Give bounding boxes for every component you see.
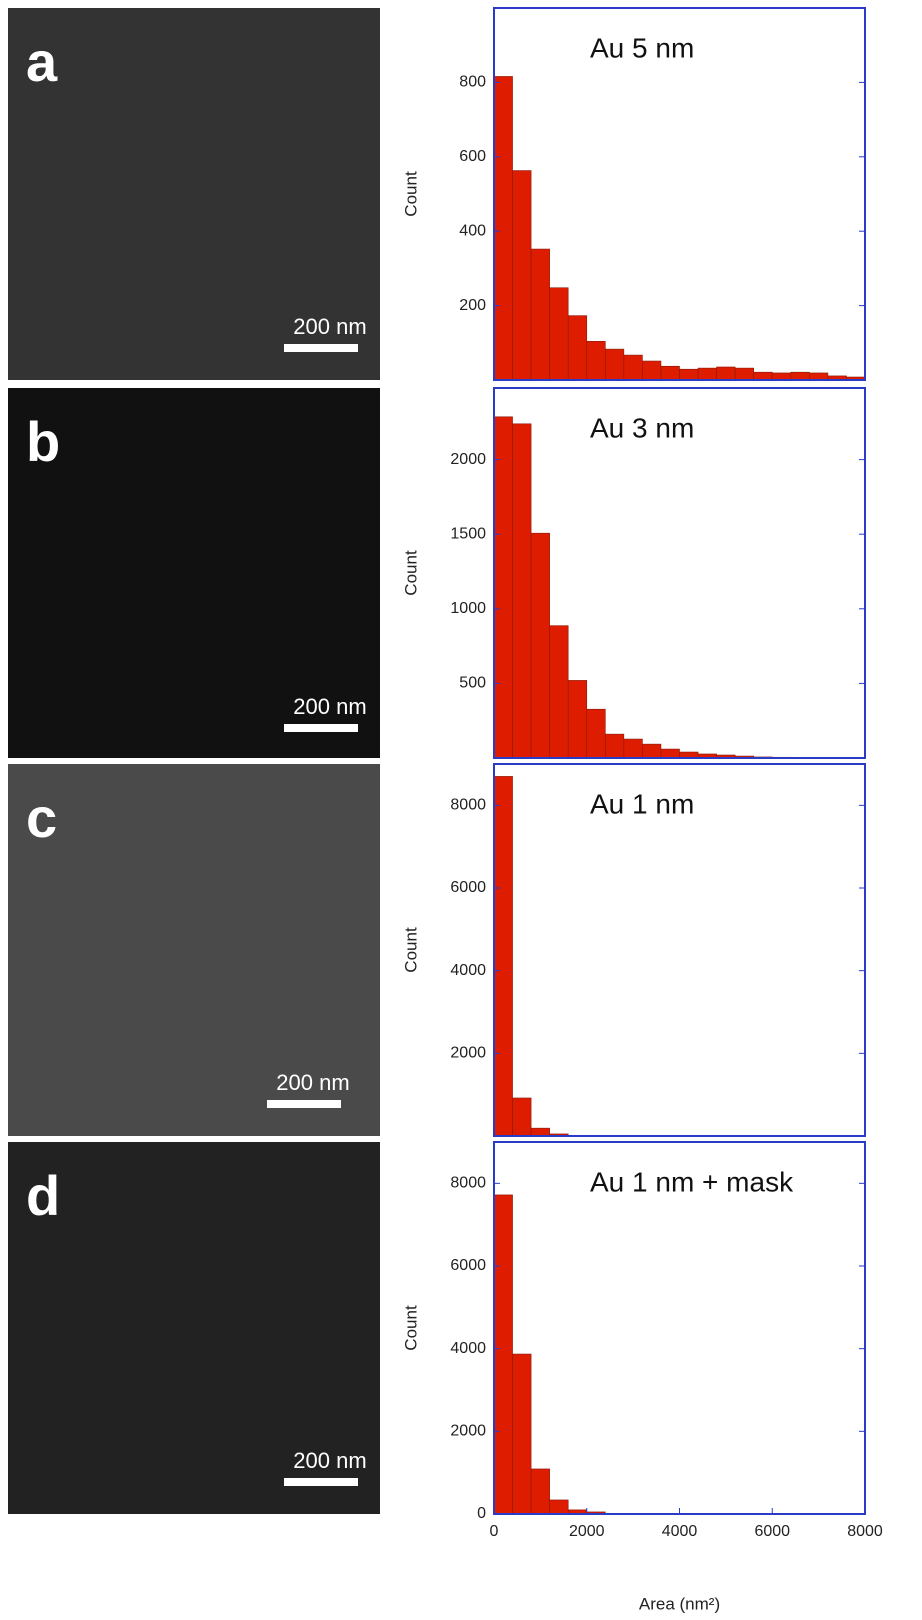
- bar: [549, 287, 569, 381]
- y-tick-label: 6000: [450, 879, 486, 896]
- bar: [549, 1499, 569, 1515]
- bar: [604, 348, 625, 381]
- scale-bar: [284, 724, 358, 732]
- bar: [567, 315, 588, 381]
- bar: [493, 1194, 513, 1515]
- scale-bar-label: 200 nm: [293, 1448, 366, 1473]
- chart-title: Au 3 nm: [590, 412, 694, 443]
- y-tick-label: 4000: [450, 1340, 486, 1357]
- bar: [512, 170, 532, 381]
- bar: [790, 371, 810, 381]
- bar: [530, 1468, 550, 1515]
- y-tick-label: 8000: [450, 1175, 486, 1192]
- y-tick-label: 500: [459, 675, 486, 692]
- bar: [771, 372, 792, 381]
- y-tick-label: 1500: [450, 525, 486, 542]
- y-tick-label: 0: [477, 1505, 486, 1522]
- bar: [642, 360, 662, 381]
- x-tick-label: 4000: [662, 1523, 698, 1540]
- scale-bar: [267, 1100, 341, 1108]
- chart-title: Au 1 nm: [590, 788, 694, 819]
- y-tick-label: 4000: [450, 962, 486, 979]
- y-axis-label: Count: [401, 550, 420, 596]
- y-tick-label: 2000: [450, 451, 486, 468]
- bar: [567, 680, 588, 759]
- bar: [623, 738, 643, 759]
- y-tick-label: 600: [459, 148, 486, 165]
- plot-frame: [493, 7, 866, 381]
- panel-label: a: [26, 30, 58, 93]
- bar: [734, 367, 755, 381]
- scale-bar: [284, 1478, 358, 1486]
- sem-texture: [8, 1142, 380, 1514]
- y-axis-label: Count: [401, 927, 420, 973]
- bar: [660, 365, 680, 381]
- bar: [753, 371, 773, 381]
- bar: [586, 341, 606, 381]
- bar: [512, 1353, 532, 1515]
- y-tick-label: 1000: [450, 600, 486, 617]
- bar: [809, 372, 829, 381]
- panel-label: d: [26, 1164, 60, 1227]
- bar: [512, 423, 532, 759]
- bar: [512, 1097, 532, 1137]
- y-tick-label: 2000: [450, 1045, 486, 1062]
- bar: [530, 248, 550, 381]
- bar: [493, 416, 513, 759]
- y-tick-label: 400: [459, 222, 486, 239]
- bar: [493, 776, 513, 1137]
- scale-bar: [284, 344, 358, 352]
- x-tick-label: 0: [490, 1523, 499, 1540]
- sem-texture: [8, 764, 380, 1136]
- panel-label: c: [26, 786, 57, 849]
- bar: [623, 354, 643, 381]
- y-tick-label: 6000: [450, 1257, 486, 1274]
- x-tick-label: 2000: [569, 1523, 605, 1540]
- sem-texture: [8, 8, 380, 380]
- bar: [642, 743, 662, 759]
- panel-label: b: [26, 410, 60, 473]
- x-tick-label: 8000: [847, 1523, 883, 1540]
- bar: [660, 748, 680, 759]
- bar: [530, 532, 550, 759]
- y-tick-label: 8000: [450, 797, 486, 814]
- bar: [549, 625, 569, 759]
- y-tick-label: 2000: [450, 1423, 486, 1440]
- x-axis-label: Area (nm²): [639, 1594, 720, 1613]
- x-tick-label: 6000: [754, 1523, 790, 1540]
- sem-texture: [8, 388, 380, 758]
- bar: [604, 733, 625, 759]
- bar: [679, 368, 699, 381]
- bar: [697, 367, 717, 381]
- plot-frame: [493, 387, 866, 759]
- y-tick-label: 200: [459, 297, 486, 314]
- y-axis-label: Count: [401, 171, 420, 217]
- plot-frame: [493, 763, 866, 1137]
- scale-bar-label: 200 nm: [276, 1070, 349, 1095]
- plot-frame: [493, 1141, 866, 1515]
- y-tick-label: 800: [459, 74, 486, 91]
- bar: [586, 708, 606, 759]
- chart-title: Au 1 nm + mask: [590, 1166, 794, 1197]
- bar: [530, 1127, 550, 1137]
- bar: [493, 76, 513, 381]
- scale-bar-label: 200 nm: [293, 694, 366, 719]
- scale-bar-label: 200 nm: [293, 314, 366, 339]
- bar: [716, 366, 736, 381]
- y-axis-label: Count: [401, 1305, 420, 1351]
- chart-title: Au 5 nm: [590, 32, 694, 63]
